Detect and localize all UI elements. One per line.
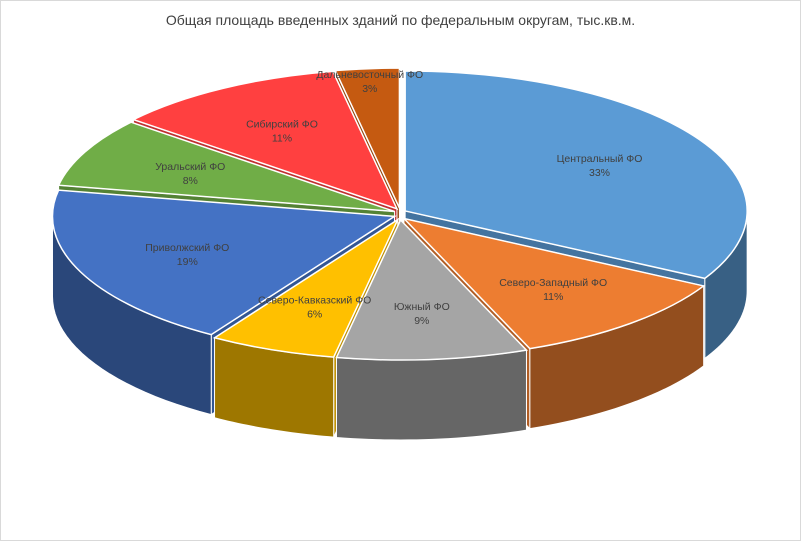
pie-slice-7 xyxy=(334,67,401,209)
pie-slice-6 xyxy=(131,70,399,211)
pie-labels: Центральный ФО 33% Северо-Западный ФО 11% Юж… xyxy=(145,69,642,327)
pie-slice-4 xyxy=(51,189,397,336)
slice-value-label: 6% xyxy=(307,309,322,321)
slice-value-label: 33% xyxy=(589,167,610,179)
slice-category-label: Приволжский ФО xyxy=(145,242,229,254)
pie-tops xyxy=(51,67,748,361)
pie-slice-1 xyxy=(401,217,706,350)
slice-value-label: 9% xyxy=(414,315,429,327)
slice-value-label: 3% xyxy=(362,83,377,95)
slice-category-label: Сибирский ФО xyxy=(246,118,318,130)
slice-value-label: 11% xyxy=(543,291,563,303)
slice-category-label: Центральный ФО xyxy=(557,153,643,165)
slice-category-label: Северо-Кавказский ФО xyxy=(258,295,371,307)
slice-value-label: 19% xyxy=(177,256,198,268)
slice-category-label: Северо-Западный ФО xyxy=(499,277,607,289)
pie-slice-0 xyxy=(404,70,748,280)
slice-value-label: 8% xyxy=(183,175,198,187)
pie-slice-3 xyxy=(212,217,400,358)
slice-value-label: 11% xyxy=(272,132,292,144)
pie-side-2 xyxy=(335,349,527,441)
chart-title: Общая площадь введенных зданий по федера… xyxy=(165,12,636,28)
pie-slice-5 xyxy=(57,121,395,213)
slice-category-label: Уральский ФО xyxy=(155,161,225,173)
pie-slice-2 xyxy=(335,218,528,361)
slice-category-label: Дальневосточный ФО xyxy=(316,69,423,81)
slice-category-label: Южный ФО xyxy=(394,301,450,313)
